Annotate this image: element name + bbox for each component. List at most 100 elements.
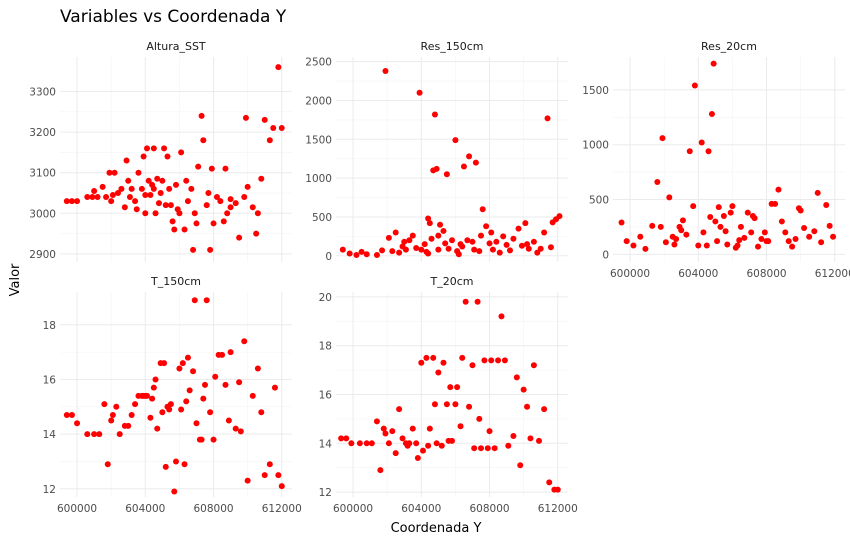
- data-point: [488, 229, 495, 236]
- data-point: [176, 210, 183, 217]
- data-point: [409, 425, 416, 432]
- data-point: [479, 206, 486, 213]
- data-point: [258, 175, 265, 182]
- data-point: [814, 189, 821, 196]
- data-point: [734, 242, 741, 249]
- data-point: [493, 238, 500, 245]
- data-point: [541, 229, 548, 236]
- data-point: [705, 148, 712, 155]
- data-point: [356, 440, 363, 447]
- data-point: [554, 486, 561, 493]
- data-point: [190, 246, 197, 253]
- data-point: [392, 450, 399, 457]
- data-point: [818, 239, 825, 246]
- data-point: [522, 220, 529, 227]
- data-point: [547, 244, 554, 251]
- data-point: [505, 442, 512, 449]
- y-tick-label: 3300: [29, 87, 56, 99]
- data-point: [261, 116, 268, 123]
- x-tick-label: 608000: [469, 503, 509, 515]
- data-point: [469, 362, 476, 369]
- data-point: [459, 354, 466, 361]
- data-point: [530, 238, 537, 245]
- y-tick-label: 500: [312, 212, 332, 224]
- data-point: [132, 198, 139, 205]
- data-point: [210, 436, 217, 443]
- data-point: [416, 89, 423, 96]
- data-point: [128, 185, 135, 192]
- data-point: [142, 210, 149, 217]
- data-point: [380, 425, 387, 432]
- data-point: [459, 243, 466, 250]
- data-point: [392, 229, 399, 236]
- data-point: [426, 220, 433, 227]
- data-point: [536, 437, 542, 444]
- data-point: [125, 422, 132, 429]
- data-point: [715, 204, 722, 211]
- x-tick-label: 604000: [125, 503, 165, 515]
- facet-panel: 600000 604000 608000 612000 12 14 16 18 20 T_20cm: [319, 275, 578, 515]
- data-point: [96, 431, 103, 438]
- data-point: [212, 373, 219, 380]
- data-point: [236, 379, 243, 386]
- y-tick-label: 1500: [305, 134, 332, 146]
- data-point: [755, 243, 761, 250]
- data-point: [691, 82, 698, 89]
- data-point: [673, 235, 680, 242]
- data-point: [203, 202, 210, 209]
- data-point: [722, 228, 729, 235]
- data-point: [382, 430, 389, 437]
- data-point: [483, 223, 490, 230]
- data-point: [109, 192, 116, 199]
- data-point: [150, 384, 157, 391]
- data-point: [402, 246, 409, 253]
- y-tick-label: 3000: [29, 208, 56, 220]
- data-point: [449, 237, 455, 244]
- data-point: [219, 351, 226, 358]
- data-point: [686, 148, 693, 155]
- data-point: [161, 145, 168, 152]
- data-point: [401, 238, 408, 245]
- y-tick-label: 12: [43, 484, 56, 496]
- data-point: [147, 414, 154, 421]
- data-point: [266, 461, 273, 468]
- data-point: [164, 153, 171, 160]
- data-point: [425, 250, 432, 257]
- facet-title: Res_20cm: [701, 40, 757, 53]
- data-point: [275, 472, 282, 479]
- data-point: [338, 435, 345, 442]
- y-tick-label: 12: [319, 487, 332, 499]
- data-point: [220, 218, 227, 225]
- data-point: [630, 242, 637, 249]
- data-point: [466, 403, 473, 410]
- data-point: [377, 467, 384, 474]
- data-point: [161, 360, 168, 367]
- y-tick-label: 18: [43, 320, 56, 332]
- data-point: [455, 251, 462, 258]
- data-point: [435, 369, 442, 376]
- data-point: [186, 387, 193, 394]
- data-point: [618, 219, 625, 226]
- data-point: [236, 234, 243, 241]
- data-point: [758, 235, 765, 242]
- data-point: [373, 418, 380, 425]
- data-point: [181, 461, 188, 468]
- data-point: [258, 409, 265, 416]
- data-point: [433, 165, 440, 172]
- data-point: [720, 212, 727, 219]
- facet-panel: 600000 604000 608000 612000 12 14 16 18 T_150cm: [43, 275, 302, 515]
- data-point: [748, 229, 755, 236]
- data-point: [789, 243, 796, 250]
- data-point: [431, 401, 438, 408]
- data-point: [144, 145, 150, 152]
- data-point: [488, 357, 495, 364]
- data-point: [169, 218, 176, 225]
- data-point: [373, 252, 380, 259]
- data-point: [237, 428, 244, 435]
- data-point: [162, 202, 169, 209]
- data-point: [142, 192, 149, 199]
- data-point: [193, 220, 200, 227]
- data-point: [152, 376, 159, 383]
- data-point: [491, 445, 498, 452]
- y-tick-label: 2000: [305, 95, 332, 107]
